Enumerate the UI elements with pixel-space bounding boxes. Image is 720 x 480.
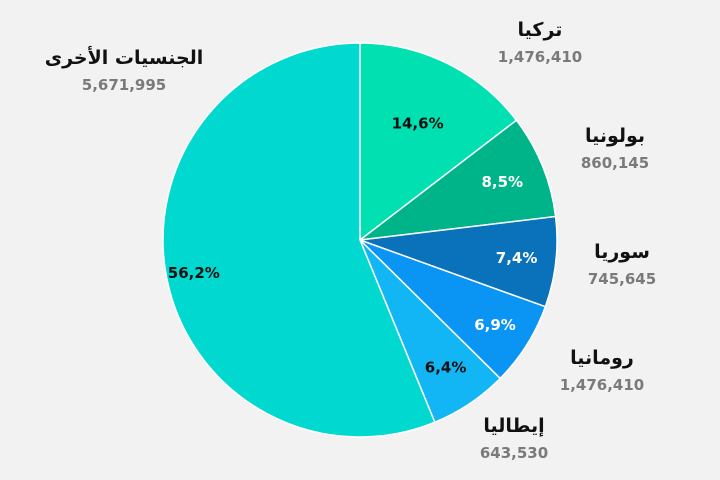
slice-percent-label: 14,6% bbox=[392, 114, 444, 132]
slice-category-name: إيطاليا bbox=[483, 415, 544, 437]
slice-category-value: 1,476,410 bbox=[498, 48, 582, 66]
slice-category-value: 643,530 bbox=[480, 444, 548, 462]
pie-slice bbox=[357, 119, 557, 242]
pie-slices bbox=[162, 42, 558, 438]
pie-slice bbox=[359, 42, 518, 242]
category-labels: تركيا 1,476,410 بولونيا 860,145 سوريا 745,645… bbox=[45, 19, 656, 462]
slice-category-name: سوريا bbox=[594, 241, 650, 263]
slice-category-value: 860,145 bbox=[581, 154, 649, 172]
slice-percent-label: 6,4% bbox=[425, 359, 467, 377]
slice-category-name: تركيا bbox=[518, 19, 563, 41]
slice-category-name: رومانيا bbox=[570, 347, 634, 369]
pie-slice bbox=[162, 42, 436, 438]
slice-category-name: بولونيا bbox=[585, 125, 645, 147]
slice-category-value: 5,671,995 bbox=[82, 76, 166, 94]
percent-labels: 14,6% 8,5% 7,4% 6,9% 6,4% 56,2% bbox=[168, 114, 538, 376]
slice-percent-label: 6,9% bbox=[474, 316, 516, 334]
slice-percent-label: 56,2% bbox=[168, 264, 220, 282]
slice-category-name: الجنسيات الأخرى bbox=[45, 46, 204, 69]
slice-percent-label: 7,4% bbox=[496, 249, 538, 267]
slice-percent-label: 8,5% bbox=[481, 173, 523, 191]
slice-category-value: 745,645 bbox=[588, 270, 656, 288]
slice-category-value: 1,476,410 bbox=[560, 376, 644, 394]
